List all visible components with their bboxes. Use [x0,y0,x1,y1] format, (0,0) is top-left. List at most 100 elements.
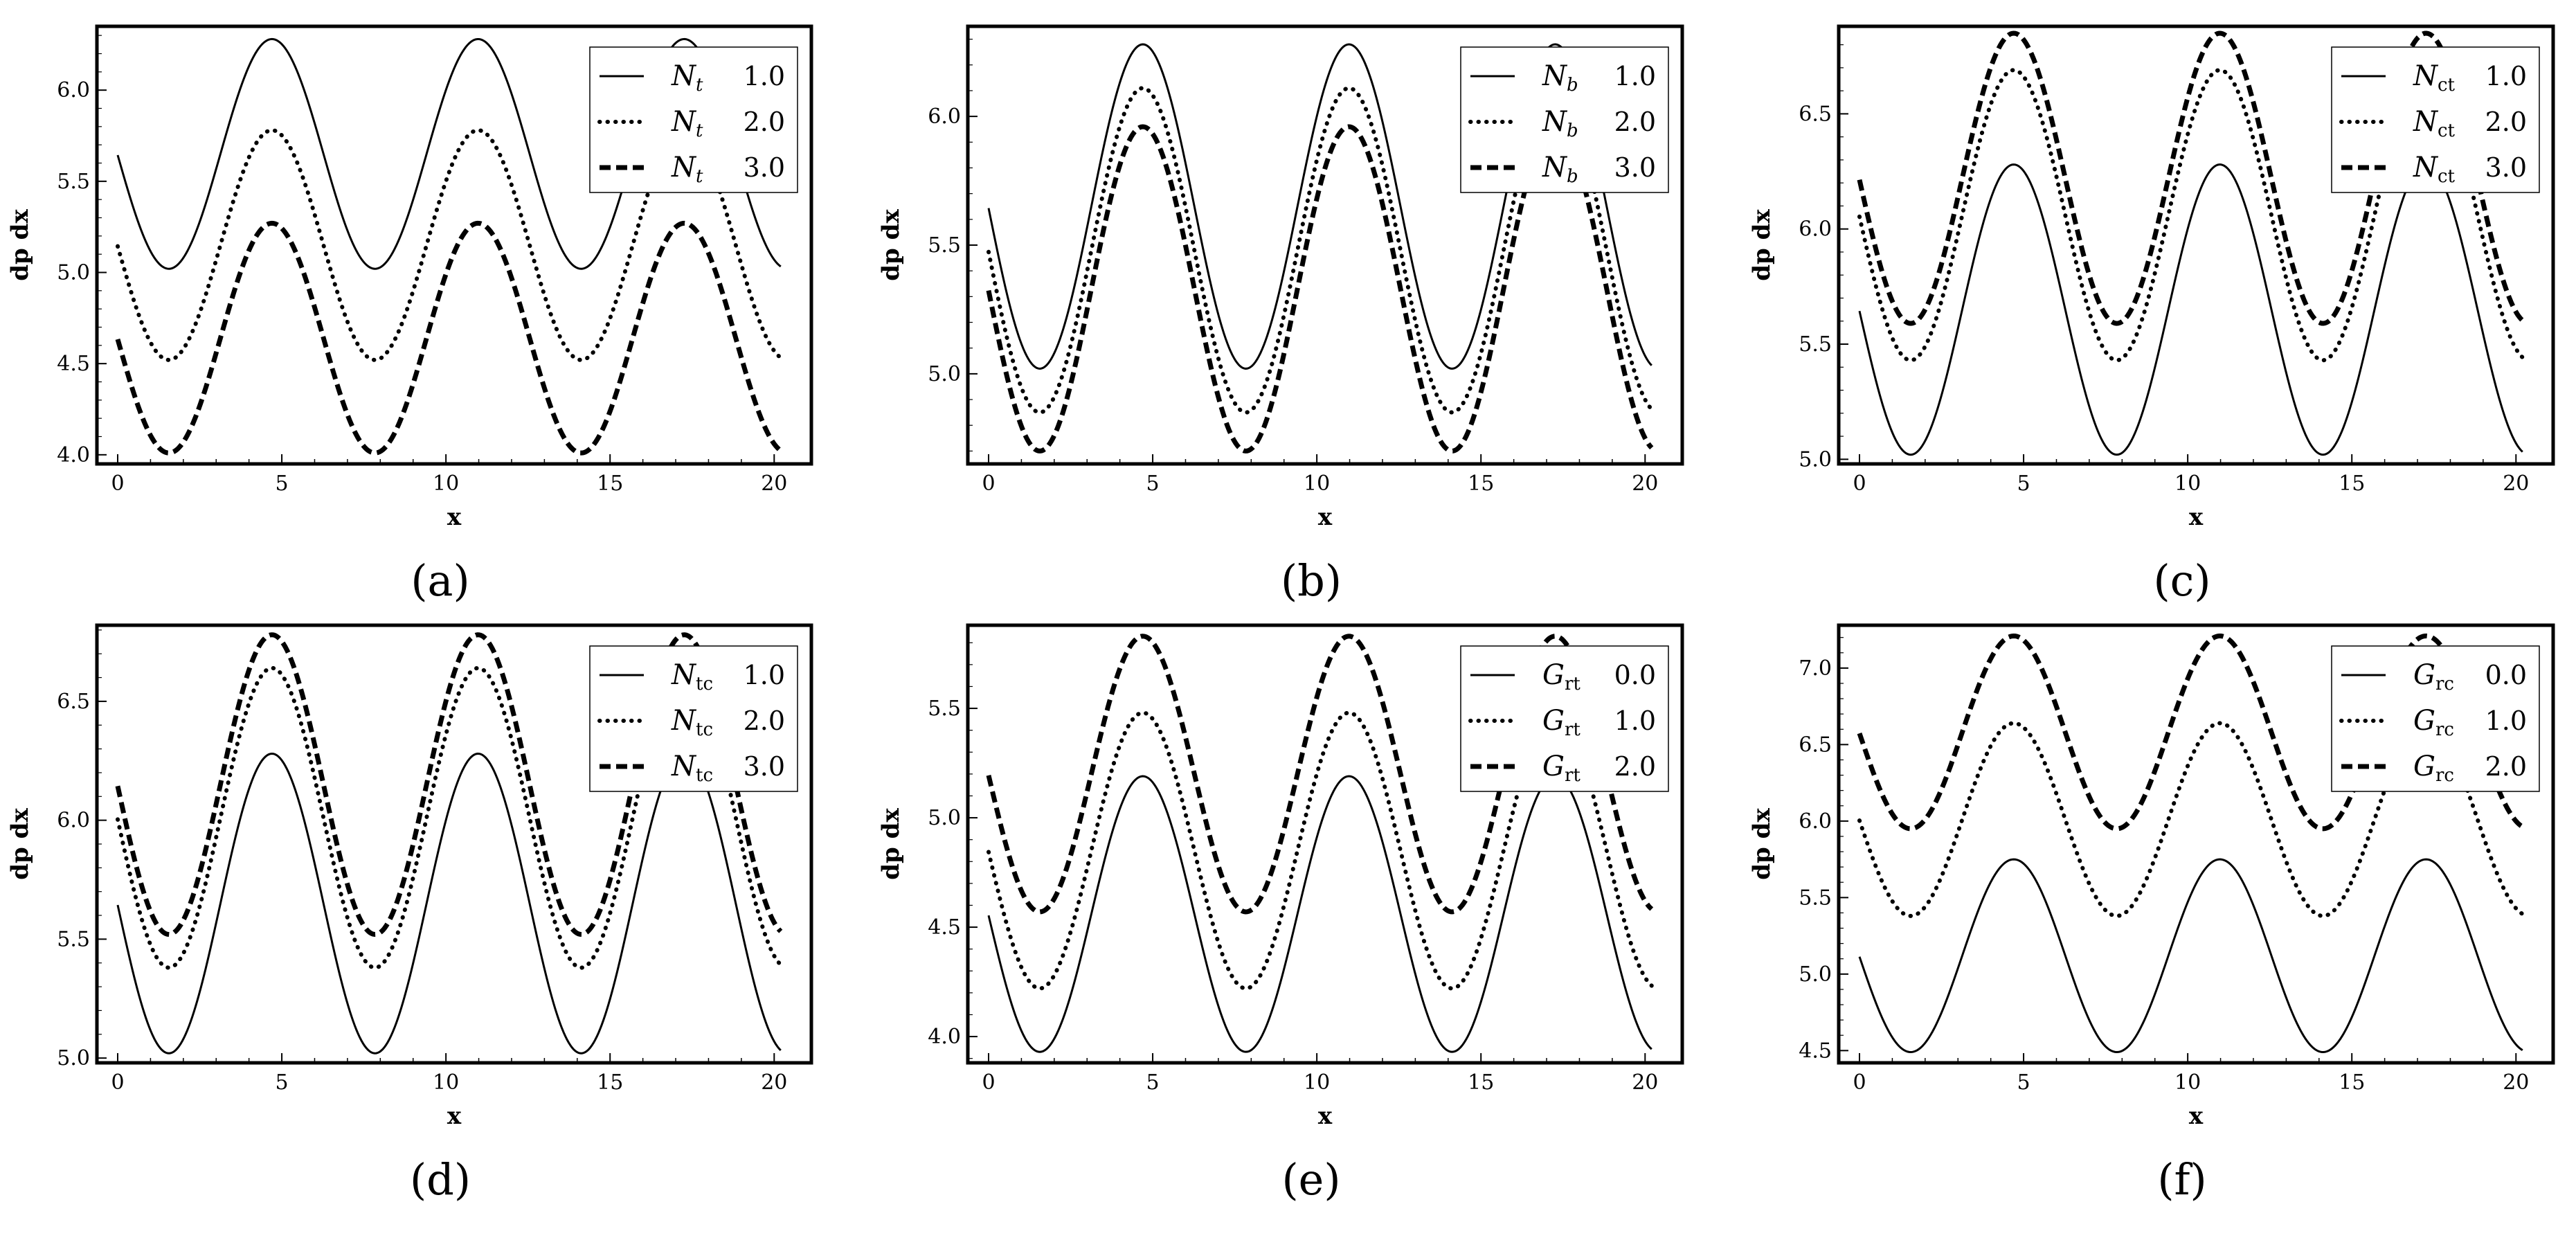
x-tick-label: 10 [1304,472,1330,496]
x-tick-label: 20 [2503,472,2529,496]
x-axis-label: x [447,503,462,531]
y-tick-label: 5.0 [928,806,961,830]
legend-subscript: b [1567,75,1578,96]
legend-subscript: t [696,75,703,96]
legend-subscript: rc [2435,674,2454,694]
legend-subscript: rc [2435,719,2454,740]
y-axis-label: dp dx [877,209,905,281]
series-line-1 [987,775,1652,1053]
legend-subscript: t [696,120,703,141]
legend-subscript: tc [696,674,713,694]
y-tick-label: 6.0 [1799,809,1832,834]
series-line-3 [1857,30,2525,326]
x-axis-label: x [1318,503,1333,531]
y-axis-label: dp dx [1748,808,1776,880]
legend-label-2: Grt [1542,705,1580,740]
y-tick-label: 5.5 [928,697,961,721]
legend-label-2: Grc [2413,705,2454,740]
legend-subscript: tc [696,765,713,786]
y-tick-label: 6.0 [57,78,90,102]
legend-value-3: 3.0 [744,751,785,782]
x-axis-label: x [2189,503,2204,531]
x-tick-label: 15 [2339,1070,2365,1095]
x-axis-label: x [447,1102,462,1130]
legend-subscript: ct [2438,166,2456,187]
y-tick-label: 6.5 [1799,102,1832,126]
y-tick-label: 6.5 [57,690,90,714]
x-tick-label: 10 [2174,472,2201,496]
legend-subscript: ct [2438,75,2456,96]
legend-value-1: 1.0 [1614,61,1656,91]
y-axis-label: dp dx [6,808,34,880]
y-tick-label: 7.0 [1799,656,1832,681]
legend-subscript: b [1567,166,1578,187]
y-tick-label: 5.5 [928,233,961,258]
legend-value-3: 3.0 [744,152,785,183]
chart-panel-6: 0 5 10 15 20 4.5 5.0 5.5 6.0 6.5 7.0 x dp dx (f) Grc 0.… [1748,623,2555,1205]
legend-value-2: 2.0 [1614,107,1656,137]
y-tick-label: 4.0 [928,1025,961,1049]
legend-subscript: rt [1565,765,1580,786]
x-tick-label: 0 [1853,472,1866,496]
x-tick-label: 5 [276,472,289,496]
y-tick-label: 6.0 [928,105,961,129]
legend-value-2: 2.0 [744,107,785,137]
x-tick-label: 0 [111,472,124,496]
y-tick-label: 5.5 [1799,886,1832,910]
plot-frame [95,24,813,466]
x-tick-label: 20 [761,472,787,496]
x-tick-label: 0 [982,1070,995,1095]
x-tick-label: 5 [2017,472,2030,496]
y-axis-label: dp dx [1748,209,1776,281]
y-tick-label: 5.5 [57,170,90,194]
legend-value-3: 3.0 [1614,152,1656,183]
y-tick-label: 4.5 [1799,1039,1832,1063]
y-axis-label: dp dx [6,209,34,281]
x-tick-label: 20 [1632,472,1658,496]
legend-value-3: 3.0 [2485,152,2527,183]
panel-label: (c) [2153,555,2210,606]
x-tick-label: 10 [2174,1070,2201,1095]
series-line-2 [116,128,783,362]
legend-subscript: b [1567,120,1578,141]
x-tick-label: 0 [982,472,995,496]
x-tick-label: 10 [433,472,459,496]
y-tick-label: 5.0 [57,1046,90,1070]
legend-value-1: 1.0 [2485,61,2527,91]
series-line-2 [1857,721,2525,918]
x-tick-label: 20 [761,1070,787,1095]
legend-value-1: 1.0 [744,660,785,690]
y-tick-label: 6.0 [1799,217,1832,242]
y-tick-label: 5.0 [1799,962,1832,987]
legend-value-3: 2.0 [2485,751,2527,782]
y-tick-label: 4.0 [57,443,90,467]
x-tick-label: 0 [1853,1070,1866,1095]
legend-subscript: rt [1565,674,1580,694]
x-axis-label: x [1318,1102,1333,1130]
legend-subscript: tc [696,719,713,740]
panel-label: (d) [410,1154,471,1205]
legend-value-2: 2.0 [744,706,785,736]
legend-value-2: 1.0 [1614,706,1656,736]
legend-label-3: Nb [1542,152,1578,187]
legend-value-2: 2.0 [2485,107,2527,137]
x-tick-label: 20 [1632,1070,1658,1095]
legend-value-1: 0.0 [1614,660,1656,690]
x-tick-label: 15 [597,1070,623,1095]
x-tick-label: 15 [597,472,623,496]
x-tick-label: 10 [1304,1070,1330,1095]
series-line-3 [115,220,782,456]
series-line-1 [1858,858,2523,1054]
x-tick-label: 15 [1468,1070,1494,1095]
legend-subscript: t [696,166,703,187]
plot-frame [966,623,1684,1065]
legend-label-1: Ntc [671,659,713,694]
legend-subscript: rc [2435,765,2454,786]
legend-value-1: 0.0 [2485,660,2527,690]
legend-subscript: rt [1565,719,1580,740]
